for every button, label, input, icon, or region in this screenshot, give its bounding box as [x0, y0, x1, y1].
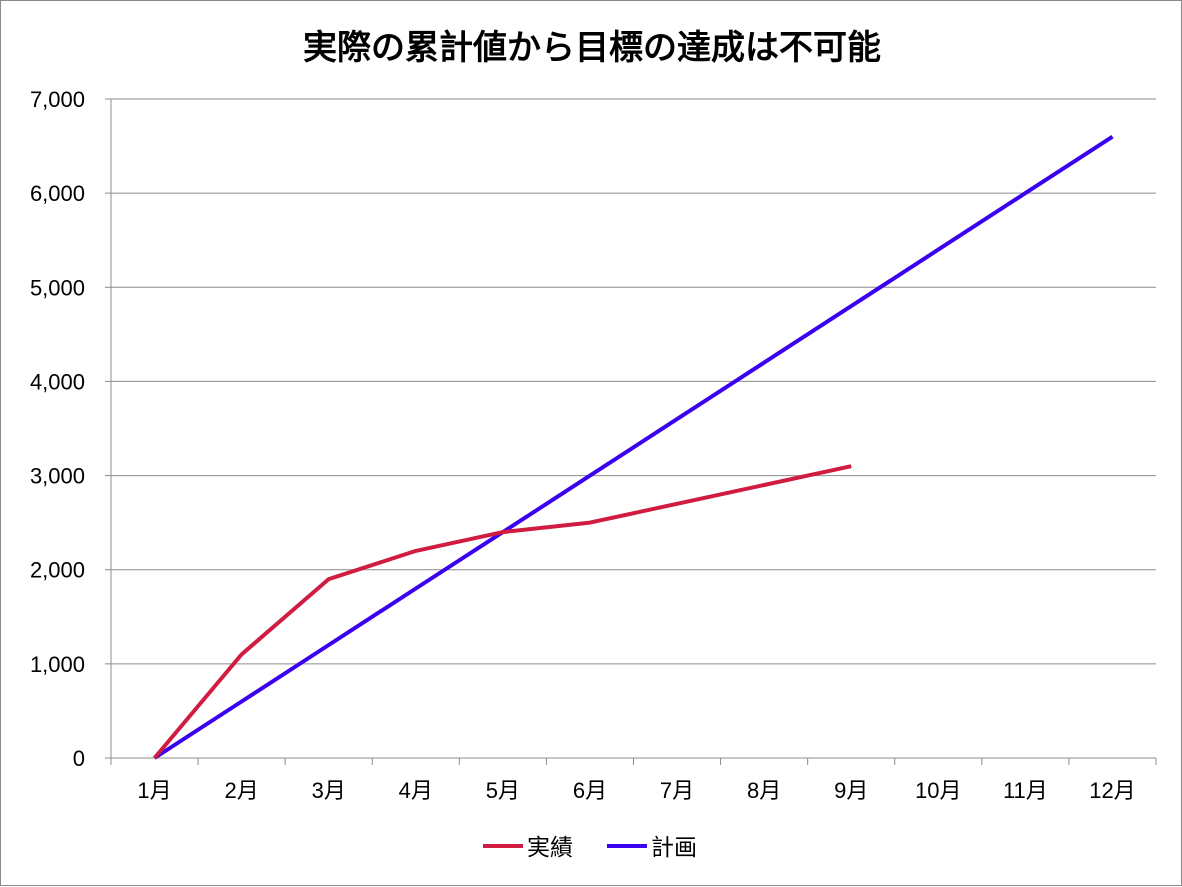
x-axis-tick-labels: 1月 2月 3月 4月 5月 6月 7月 8月 9月 10月 11月 12月 — [137, 778, 1135, 803]
x-tick-label: 6月 — [573, 778, 607, 803]
x-tick-label: 8月 — [747, 778, 781, 803]
y-tick-label: 0 — [73, 746, 85, 771]
legend-label-1: 計画 — [651, 835, 697, 861]
y-tick-label: 4,000 — [30, 369, 85, 394]
series-line-0 — [152, 464, 852, 760]
y-tick-label: 3,000 — [30, 464, 85, 489]
x-tick-label: 11月 — [1003, 778, 1048, 803]
x-tick-label: 4月 — [399, 778, 433, 803]
legend-label-0: 実績 — [527, 835, 573, 861]
legend: 実績 計画 — [483, 835, 697, 861]
x-tick-label: 7月 — [660, 778, 694, 803]
gridlines — [111, 98, 1156, 665]
y-tick-label: 1,000 — [30, 652, 85, 677]
x-tick-label: 9月 — [834, 778, 868, 803]
x-tick-label: 10月 — [915, 778, 961, 803]
series-line-1 — [153, 135, 1114, 760]
y-tick-label: 5,000 — [30, 275, 85, 300]
series-lines — [152, 135, 1114, 760]
x-tick-label: 3月 — [312, 778, 346, 803]
y-axis-tick-labels: 0 1,000 2,000 3,000 4,000 5,000 6,000 7,000 — [30, 87, 85, 771]
x-tick-label: 1月 — [137, 778, 171, 803]
y-tick-label: 6,000 — [30, 181, 85, 206]
chart-title: 実際の累計値から目標の達成は不可能 — [303, 28, 881, 68]
x-tick-label: 2月 — [225, 778, 259, 803]
y-tick-label: 7,000 — [30, 87, 85, 112]
axes — [105, 98, 1157, 765]
y-tick-label: 2,000 — [30, 558, 85, 583]
x-tick-label: 5月 — [486, 778, 520, 803]
x-tick-label: 12月 — [1089, 778, 1135, 803]
